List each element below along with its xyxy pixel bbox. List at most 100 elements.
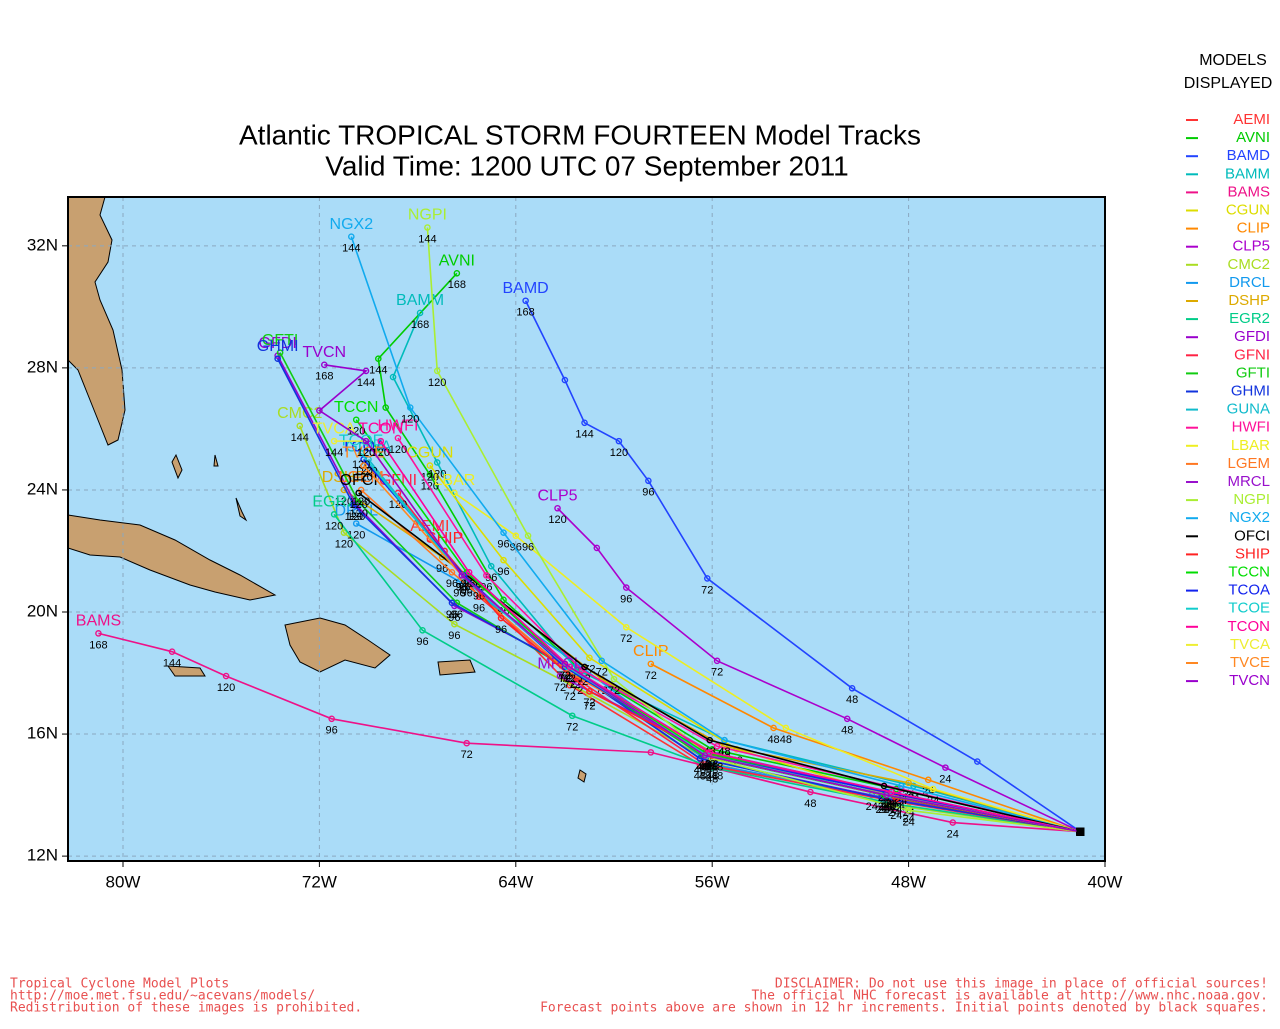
hour-label: 48 — [699, 761, 711, 773]
hour-label: 24 — [880, 801, 892, 813]
hour-label: 72 — [559, 673, 571, 685]
forecast-point — [433, 367, 441, 375]
hour-label: 120 — [357, 447, 375, 459]
track-name: HWFI — [378, 417, 419, 434]
forecast-point — [524, 532, 532, 540]
track-line — [380, 440, 1081, 833]
hour-label: 96 — [436, 563, 448, 575]
forecast-point — [362, 437, 370, 445]
hour-label: 72 — [559, 670, 571, 682]
forecast-point — [274, 355, 281, 363]
track-name: TVCN — [303, 344, 347, 361]
hour-label: 96 — [458, 581, 470, 593]
forecast-point — [330, 511, 338, 518]
hour-label: 144 — [163, 658, 181, 670]
forecast-point — [377, 437, 385, 445]
hour-label: 168 — [516, 307, 534, 319]
forecast-point — [426, 462, 434, 469]
y-tick-label: 32N — [27, 235, 58, 254]
hour-label: 96 — [456, 581, 468, 593]
hour-label: 96 — [456, 581, 468, 593]
forecast-point — [949, 819, 957, 826]
forecast-point — [713, 742, 721, 750]
track-name: EGR2 — [312, 494, 356, 511]
forecast-point — [357, 450, 365, 457]
legend-label: TCOE — [1228, 600, 1270, 617]
legend-label: DRCL — [1229, 274, 1270, 291]
hour-label: 72 — [564, 691, 576, 703]
track-line — [426, 227, 1081, 833]
hour-label: 96 — [497, 566, 509, 578]
hour-label: 96 — [446, 578, 458, 590]
forecast-point — [701, 761, 709, 768]
track-line — [524, 300, 1081, 833]
hour-label: 120 — [335, 539, 353, 551]
hour-label: 96 — [448, 630, 460, 642]
forecast-point — [487, 562, 495, 570]
forecast-point — [448, 569, 456, 576]
hour-label: 24 — [947, 828, 959, 840]
legend-label: GUNA — [1227, 401, 1270, 418]
hour-label: 48 — [696, 761, 708, 773]
hour-label: 72 — [620, 633, 632, 645]
hour-label: 96 — [448, 612, 460, 624]
hour-label: 24 — [883, 798, 895, 810]
hour-label: 24 — [880, 798, 892, 810]
legend-label: AEMI — [1233, 111, 1270, 128]
track-name: TCOA — [341, 439, 386, 456]
forecast-point — [696, 755, 704, 762]
hour-label: 24 — [890, 804, 902, 816]
track-line — [333, 513, 1081, 833]
forecast-point — [880, 782, 888, 790]
hour-label: 48 — [767, 734, 779, 746]
legend-label: DSHP — [1228, 292, 1270, 309]
hour-label: 48 — [699, 770, 711, 782]
hour-label: 120 — [354, 471, 372, 483]
forecast-point — [586, 654, 593, 662]
hour-label: 72 — [461, 749, 473, 761]
hour-label: 48 — [706, 764, 718, 776]
hour-label: 120 — [389, 444, 407, 456]
track-name: CLP5 — [538, 487, 578, 504]
hour-label: 48 — [706, 761, 718, 773]
hour-label: 120 — [325, 520, 343, 532]
forecast-point — [448, 599, 456, 607]
hour-label: 120 — [548, 514, 566, 526]
hour-label: 144 — [291, 432, 309, 444]
forecast-point — [360, 462, 367, 469]
forecast-point — [713, 657, 721, 665]
forecast-point — [355, 498, 362, 506]
hour-label: 144 — [325, 447, 343, 459]
legend-label: GFNI — [1234, 346, 1270, 363]
chart-subtitle: Valid Time: 1200 UTC 07 September 2011 — [325, 150, 848, 181]
legend-label: BAMD — [1227, 147, 1271, 164]
forecast-point — [701, 752, 709, 759]
forecast-point — [888, 788, 895, 796]
hour-label: 72 — [711, 667, 723, 679]
hour-label: 96 — [456, 581, 468, 593]
forecast-point — [406, 404, 414, 411]
forecast-point — [782, 724, 790, 732]
forecast-point — [330, 437, 338, 445]
hour-label: 72 — [583, 697, 595, 709]
legend-label: MRCL — [1227, 473, 1270, 490]
forecast-point — [568, 712, 576, 720]
footer-text: The official NHC forecast is available a… — [751, 989, 1268, 1004]
forecast-point — [647, 660, 655, 668]
forecast-point — [350, 501, 358, 509]
hour-label: 120 — [428, 377, 446, 389]
track-name: GHMI — [257, 338, 299, 355]
forecast-point — [426, 471, 434, 478]
legend-label: BAMM — [1225, 165, 1270, 182]
forecast-point — [352, 520, 360, 527]
legend-label: GFDI — [1234, 328, 1270, 345]
hour-label: 48 — [841, 725, 853, 737]
hour-label: 48 — [701, 761, 713, 773]
hour-label: 48 — [706, 758, 718, 770]
hour-label: 72 — [559, 670, 571, 682]
legend-label: TVCA — [1230, 636, 1270, 653]
legend-label: SHIP — [1235, 545, 1270, 562]
legend-label: CLP5 — [1232, 238, 1270, 255]
hour-label: 144 — [418, 233, 436, 245]
legend-title: MODELS — [1199, 52, 1267, 69]
